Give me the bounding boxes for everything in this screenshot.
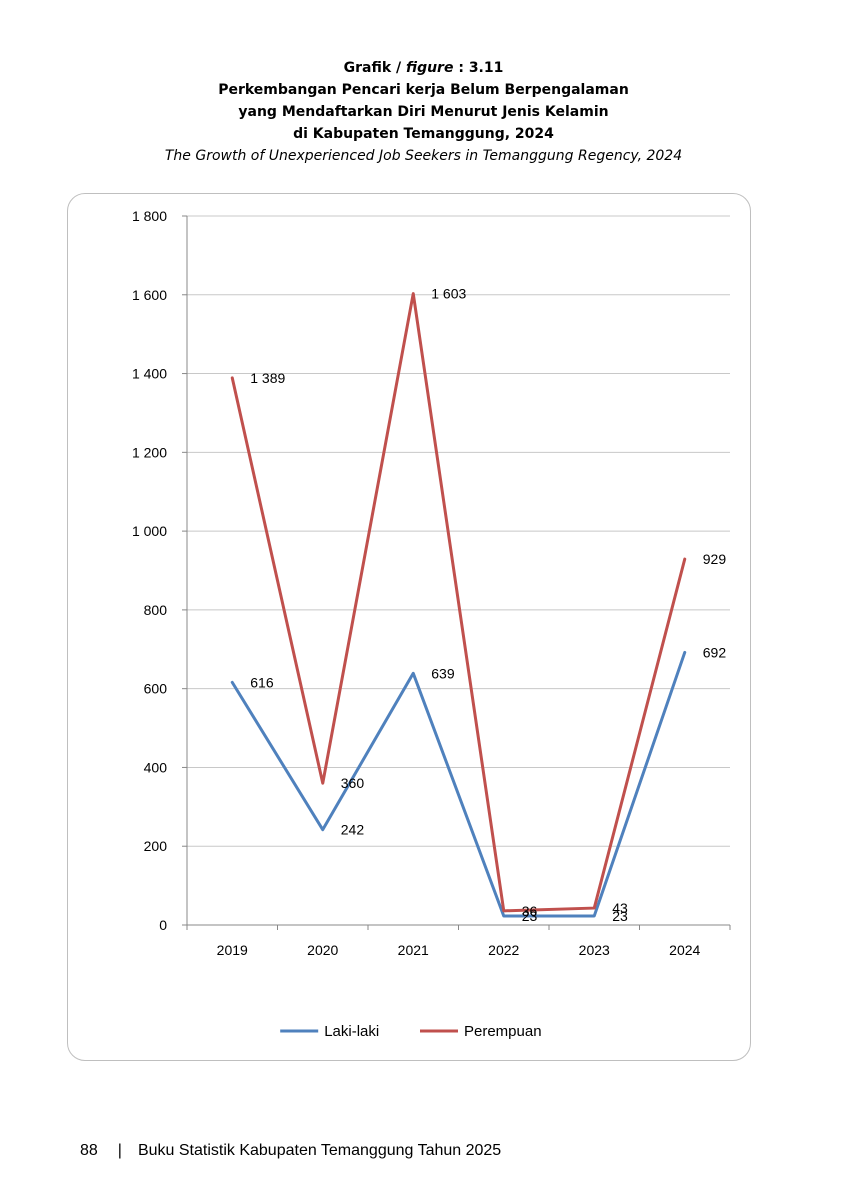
figure-caption: Grafik / figure : 3.11	[0, 57, 847, 79]
y-tick-label: 1 400	[132, 366, 167, 382]
x-tick-label: 2022	[488, 942, 519, 958]
data-label: 692	[703, 644, 727, 660]
data-label: 36	[522, 903, 538, 919]
chart-title-line3: di Kabupaten Temanggung, 2024	[293, 126, 554, 142]
y-tick-label: 400	[144, 759, 168, 775]
y-tick-label: 1 000	[132, 523, 167, 539]
data-label: 43	[612, 900, 628, 916]
data-label: 23	[522, 908, 538, 924]
figure-number: : 3.11	[458, 60, 504, 76]
gridlines	[187, 215, 730, 847]
data-label: 1 603	[431, 286, 466, 302]
book-title: Buku Statistik Kabupaten Temanggung Tahu…	[137, 1142, 502, 1159]
y-tick-label: 1 600	[132, 287, 167, 303]
axes: 0 200 400 600 800 1 000 1 200 1 400 1 600 1 800 20…	[132, 208, 731, 958]
y-tick-label: 800	[144, 602, 168, 618]
data-label: 23	[612, 908, 628, 924]
data-label: 639	[431, 665, 455, 681]
x-tick-label: 2024	[669, 942, 700, 958]
figure-figure-label: figure	[406, 60, 454, 76]
chart-frame	[67, 193, 751, 1061]
data-label: 1 389	[250, 370, 285, 386]
chart-subtitle: The Growth of Unexperienced Job Seekers …	[164, 148, 683, 164]
chart-title-line2: yang Mendaftarkan Diri Menurut Jenis Kel…	[238, 104, 609, 120]
series-line-perempuan	[230, 292, 687, 913]
data-label: 616	[250, 674, 274, 690]
y-tick-label: 600	[144, 681, 168, 697]
x-tick-label: 2020	[307, 942, 338, 958]
data-label: 929	[703, 551, 727, 567]
data-label: 242	[341, 822, 365, 838]
legend-label: Perempuan	[464, 1023, 542, 1040]
data-labels: 616 242 639 23 23 692 1 389 360 1 603 36 43 929	[250, 286, 726, 924]
x-tick-label: 2021	[398, 942, 429, 958]
x-tick-label: 2023	[579, 942, 610, 958]
y-tick-label: 200	[144, 838, 168, 854]
series-line-laki-laki	[230, 650, 687, 918]
legend: Laki-laki Perempuan	[280, 1023, 542, 1040]
figure-header: Grafik / figure : 3.11 Perkembangan Penc…	[0, 57, 847, 167]
x-tick-label: 2019	[217, 942, 248, 958]
figure-grafik-label: Grafik /	[343, 60, 402, 76]
chart-title-line1: Perkembangan Pencari kerja Belum Berpeng…	[218, 82, 629, 98]
y-tick-label: 0	[159, 917, 167, 933]
y-tick-label: 1 200	[132, 444, 167, 460]
footer-separator: |	[117, 1142, 122, 1159]
series	[230, 292, 687, 918]
legend-label: Laki-laki	[324, 1023, 379, 1040]
y-tick-label: 1 800	[132, 208, 167, 224]
data-label: 360	[341, 775, 365, 791]
page-footer: 88 | Buku Statistik Kabupaten Temanggung T…	[80, 1142, 501, 1160]
page-number: 88	[80, 1142, 98, 1159]
